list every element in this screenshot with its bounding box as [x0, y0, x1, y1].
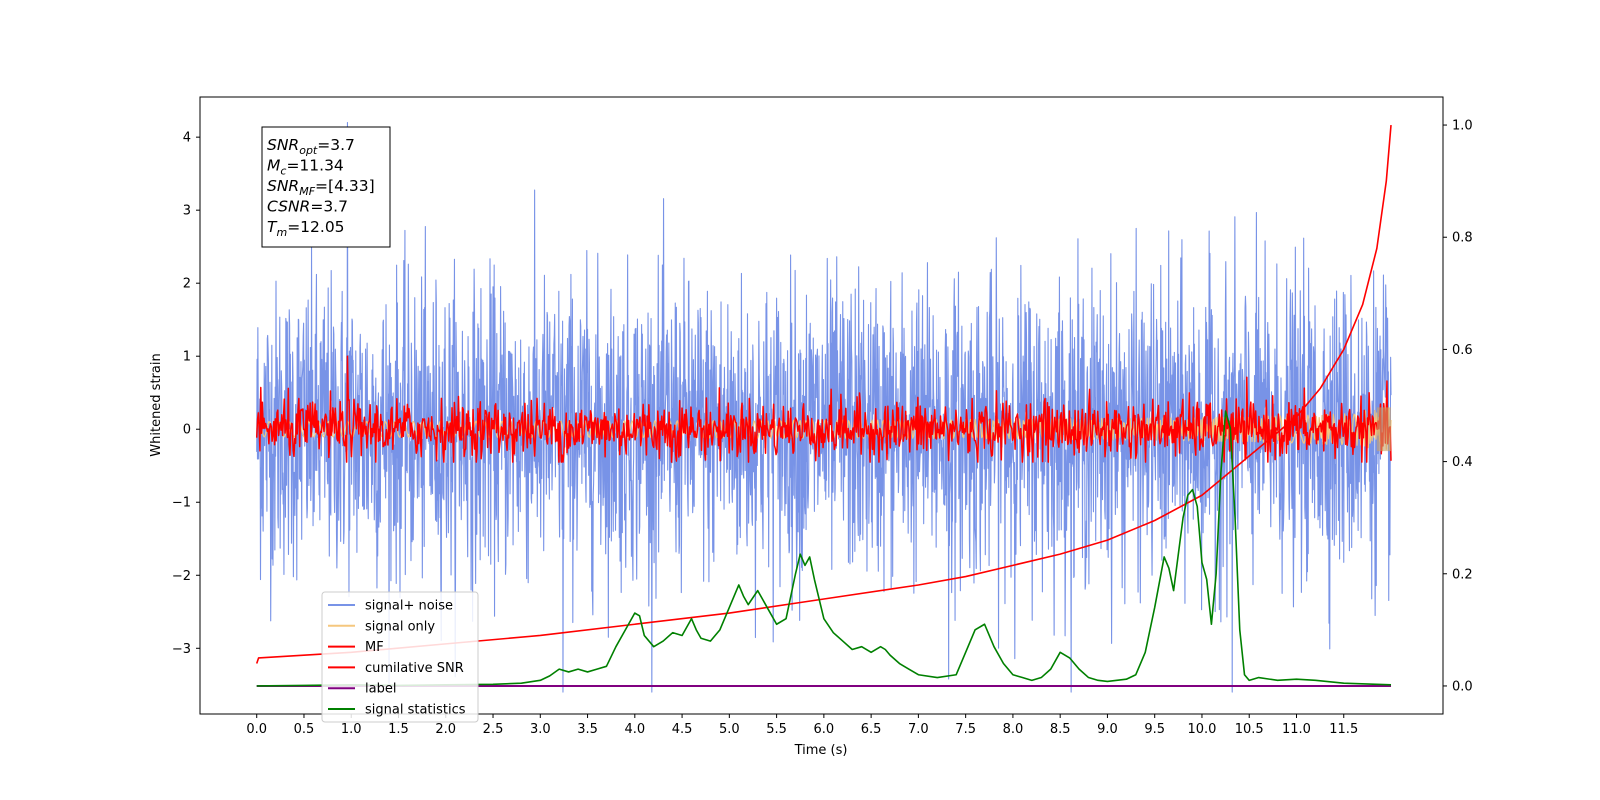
- legend-label: label: [365, 682, 396, 697]
- annotation-value: =[4.33]: [315, 177, 375, 195]
- x-tick-label: 11.5: [1329, 722, 1358, 737]
- y2-tick-label: 0.4: [1452, 455, 1473, 470]
- annotation-value: =3.7: [317, 136, 355, 154]
- x-tick-label: 6.0: [814, 722, 835, 737]
- legend-label: signal+ noise: [365, 599, 453, 614]
- annotation-box: SNRopt=3.7Mc=11.34SNRMF=[4.33]CSNR=3.7Tm…: [261, 126, 391, 248]
- annotation-symbol: T: [267, 218, 278, 236]
- y-tick-label: 4: [183, 131, 191, 146]
- annotation-frame: [261, 126, 391, 248]
- annotation-subscript: m: [276, 226, 287, 239]
- x-tick-label: 1.0: [341, 722, 362, 737]
- annotation-subscript: c: [280, 165, 286, 178]
- plot-frame: [199, 96, 1444, 715]
- x-tick-label: 9.0: [1097, 722, 1118, 737]
- x-axis-label: Time (s): [794, 743, 848, 758]
- x-tick-label: 0.0: [246, 722, 267, 737]
- x-tick-label: 6.5: [861, 722, 882, 737]
- annotation-line: Tm=12.05: [267, 218, 345, 239]
- x-tick-label: 1.5: [388, 722, 409, 737]
- x-tick-label: 5.5: [766, 722, 787, 737]
- legend: signal+ noise signal only MF cumilative SNR…: [321, 591, 479, 723]
- x-tick-label: 2.0: [435, 722, 456, 737]
- x-tick-label: 10.5: [1235, 722, 1264, 737]
- x-tick-label: 10.0: [1187, 722, 1216, 737]
- y-axis-left: −3 −2 −1 0 1 2 3 4: [172, 131, 200, 657]
- x-tick-label: 4.5: [672, 722, 693, 737]
- y-tick-label: −3: [172, 642, 191, 657]
- x-tick-label: 11.0: [1282, 722, 1311, 737]
- series-line-5: [256, 410, 1392, 687]
- x-tick-label: 5.0: [719, 722, 740, 737]
- annotation-value: =12.05: [287, 218, 344, 236]
- x-tick-label: 7.5: [955, 722, 976, 737]
- x-tick-label: 4.0: [624, 722, 645, 737]
- legend-frame: [321, 591, 479, 723]
- y-tick-label: 3: [183, 204, 191, 219]
- annotation-line: SNRMF=[4.33]: [267, 177, 375, 198]
- x-tick-label: 3.5: [577, 722, 598, 737]
- series-line-3: [255, 124, 1392, 664]
- x-tick-label: 8.5: [1050, 722, 1071, 737]
- annotation-subscript: opt: [299, 144, 318, 157]
- annotation-symbol: SNR: [267, 177, 299, 195]
- x-axis: 0.0 0.5 1.0 1.5 2.0 2.5 3.0 3.5 4.0 4.5 5.0 5.5 6.0 6…: [246, 714, 1358, 737]
- annotation-value: =11.34: [286, 157, 343, 175]
- x-tick-label: 9.5: [1144, 722, 1165, 737]
- legend-label: signal only: [365, 619, 435, 634]
- y-tick-label: −1: [172, 496, 191, 511]
- y-axis-right: 0.0 0.2 0.4 0.6 0.8 1.0: [1443, 119, 1473, 694]
- annotation-line: CSNR=3.7: [267, 198, 348, 216]
- legend-label: MF: [365, 640, 384, 655]
- y-tick-label: 2: [183, 277, 191, 292]
- annotation-line: SNRopt=3.7: [267, 136, 355, 157]
- x-tick-label: 0.5: [294, 722, 315, 737]
- y2-tick-label: 0.0: [1452, 679, 1473, 694]
- annotation-symbol: SNR: [267, 136, 299, 154]
- y2-tick-label: 0.8: [1452, 231, 1473, 246]
- y-axis-label: Whitened strain: [149, 353, 164, 456]
- series-line-2: [255, 355, 1392, 463]
- y2-tick-label: 0.6: [1452, 343, 1473, 358]
- annotation-value: =3.7: [310, 198, 348, 216]
- x-tick-label: 7.0: [908, 722, 929, 737]
- annotation-symbol: M: [267, 157, 280, 175]
- x-tick-label: 3.0: [530, 722, 551, 737]
- signal-overlay: [1376, 407, 1392, 452]
- legend-label: cumilative SNR: [365, 661, 464, 676]
- annotation-line: Mc=11.34: [267, 157, 344, 178]
- y-tick-label: −2: [172, 569, 191, 584]
- x-tick-label: 2.5: [483, 722, 504, 737]
- plot-layer: [255, 122, 1392, 693]
- y-tick-label: 1: [183, 350, 191, 365]
- y2-tick-label: 0.2: [1452, 567, 1473, 582]
- x-tick-label: 8.0: [1003, 722, 1024, 737]
- y-tick-label: 0: [183, 423, 191, 438]
- legend-label: signal statistics: [365, 703, 466, 718]
- annotation-symbol: CSNR: [267, 198, 310, 216]
- annotation-subscript: MF: [299, 185, 315, 198]
- y2-tick-label: 1.0: [1452, 119, 1473, 134]
